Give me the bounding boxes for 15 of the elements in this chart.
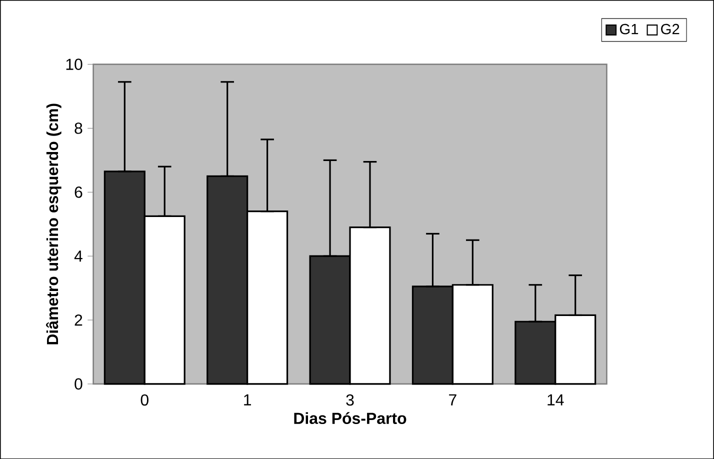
y-axis-title: Diâmetro uterino esquerdo (cm) <box>46 104 62 344</box>
y-tick-label: 10 <box>66 58 82 70</box>
y-tick-label: 0 <box>74 378 82 390</box>
legend-label: G1 <box>620 24 638 34</box>
y-tick-label: 6 <box>74 186 82 198</box>
x-tick-label: 7 <box>449 394 456 406</box>
x-tick-label: 3 <box>346 394 354 406</box>
y-tick-label: 2 <box>74 314 82 326</box>
x-tick-label: 0 <box>140 394 148 406</box>
x-tick-label: 1 <box>244 394 251 406</box>
legend-label: G2 <box>661 24 680 34</box>
x-tick-label: 14 <box>548 394 564 406</box>
y-tick-label: 4 <box>74 250 82 262</box>
x-axis-title: Dias Pós-Parto <box>294 412 406 424</box>
y-tick-label: 8 <box>74 122 82 134</box>
